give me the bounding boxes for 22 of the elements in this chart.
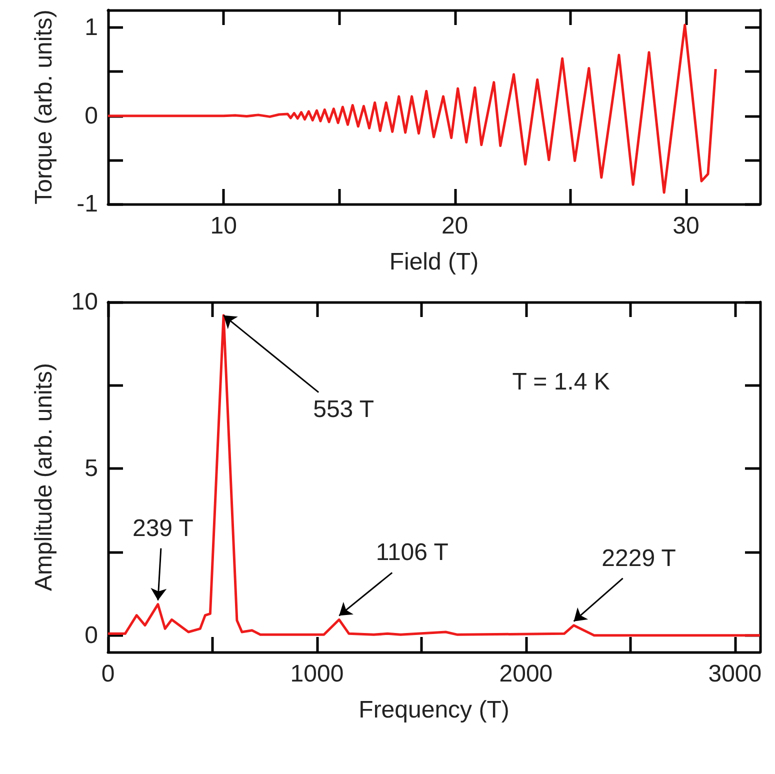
y-tick-label: 5 [84,455,98,482]
y-tick-label: 0 [84,622,98,649]
x-tick-label: 20 [441,212,468,240]
y-axis-title: Torque (arb. units) [30,10,58,204]
x-tick-label: 2000 [499,660,553,688]
y-tick-label: 0 [84,102,98,130]
y-axis-title: Amplitude (arb. units) [30,362,58,592]
x-tick-label: 10 [210,212,237,240]
annotation: 2229 T [602,544,676,572]
x-tick-label: 30 [672,212,700,240]
annotation: 1106 T [376,539,449,566]
y-tick-label: -1 [76,190,98,218]
x-tick-label: 1000 [290,660,344,688]
annotation: T = 1.4 K [512,368,610,396]
x-axis-title: Field (T) [389,248,479,276]
annotation: 239 T [132,514,194,542]
y-tick-label: 1 [84,14,98,42]
x-tick-label: 0 [101,660,115,688]
y-tick-label: 10 [71,288,98,316]
annotation: 553 T [313,396,374,423]
x-tick-label: 3000 [708,660,762,688]
x-axis-title: Frequency (T) [358,696,510,724]
